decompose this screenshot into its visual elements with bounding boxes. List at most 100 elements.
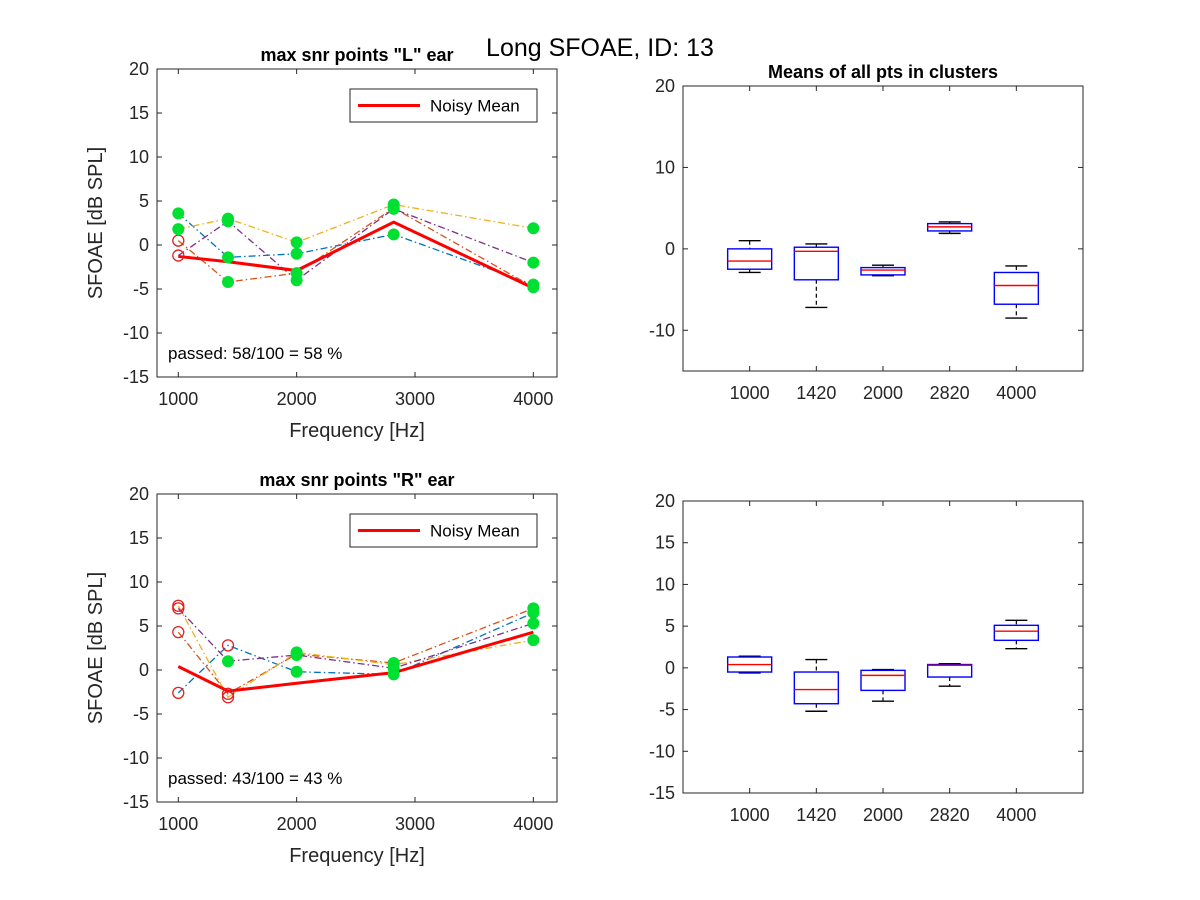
- failed-point: [172, 249, 185, 262]
- y-tick-label: -5: [659, 700, 675, 720]
- passed-point: [527, 617, 540, 630]
- passed-point: [222, 655, 235, 668]
- y-tick-label: -10: [649, 320, 675, 340]
- x-tick-label: 4000: [996, 383, 1036, 403]
- y-tick-label: 0: [139, 660, 149, 680]
- passed-point: [527, 222, 540, 235]
- passed-point: [527, 602, 540, 615]
- y-tick-label: 15: [655, 533, 675, 553]
- passed-point: [222, 275, 235, 288]
- box-body: [860, 669, 906, 692]
- y-tick-label: 10: [129, 147, 149, 167]
- failed-point: [172, 602, 185, 615]
- passed-point: [290, 649, 303, 662]
- failed-point: [172, 686, 185, 700]
- x-tick-label: 1000: [730, 805, 770, 825]
- passed-point: [290, 247, 303, 260]
- y-tick-label: 20: [655, 491, 675, 511]
- x-tick-label: 3000: [395, 814, 435, 834]
- series-line-1: [177, 612, 534, 694]
- x-tick-label: 2820: [930, 805, 970, 825]
- x-tick-label: 2820: [930, 383, 970, 403]
- box-2820: [926, 221, 973, 235]
- y-tick-label: 15: [129, 103, 149, 123]
- y-tick-label: 10: [129, 572, 149, 592]
- chart-panel-2: -10 0 10 20 1000 1420 2000 2820 4000 Means of all…: [649, 62, 1084, 403]
- y-tick-label: -5: [133, 279, 149, 299]
- chart-panel-4: -15 -10 -5 0 5 10 15 20 1000 1420 2000 2820 4000: [649, 491, 1084, 825]
- x-tick-label: 2000: [863, 805, 903, 825]
- x-axis-label: Frequency [Hz]: [289, 845, 425, 867]
- box-4000: [993, 619, 1040, 650]
- x-tick-label: 1420: [796, 805, 836, 825]
- failed-point: [172, 626, 185, 639]
- y-axis-label: SFOAE [dB SPL]: [85, 572, 107, 724]
- passed-point: [527, 256, 540, 269]
- series-line-3: [178, 203, 534, 244]
- y-tick-label: -15: [649, 783, 675, 803]
- y-tick-label: -15: [123, 792, 149, 812]
- passed-annotation: passed: 58/100 = 58 %: [168, 344, 342, 363]
- chart-title: max snr points "R" ear: [259, 470, 454, 490]
- box-1420: [793, 243, 840, 309]
- y-tick-label: -10: [649, 741, 675, 761]
- y-tick-label: 0: [139, 235, 149, 255]
- passed-point: [387, 202, 400, 215]
- y-tick-label: 20: [129, 59, 149, 79]
- box-1000: [726, 655, 773, 674]
- mean-series-line: [177, 630, 534, 693]
- passed-point: [222, 251, 235, 264]
- series-line-3: [177, 605, 534, 699]
- x-axis-label: Frequency [Hz]: [289, 420, 425, 442]
- failed-point: [221, 639, 235, 652]
- x-tick-label: 4000: [513, 814, 553, 834]
- box-body: [926, 663, 973, 678]
- y-tick-label: -10: [123, 748, 149, 768]
- y-tick-label: 20: [129, 484, 149, 504]
- legend-label: Noisy Mean: [430, 522, 520, 541]
- box-4000: [993, 265, 1040, 319]
- passed-point: [387, 228, 400, 241]
- box-2000: [860, 264, 906, 277]
- x-tick-label: 3000: [395, 389, 435, 409]
- box-body: [793, 671, 840, 705]
- passed-point: [172, 223, 185, 236]
- x-tick-label: 1420: [796, 383, 836, 403]
- y-tick-label: -15: [123, 367, 149, 387]
- failed-point: [221, 691, 235, 704]
- box-body: [793, 246, 840, 281]
- y-tick-label: 0: [665, 239, 675, 259]
- box-1000: [726, 240, 773, 274]
- x-tick-label: 4000: [513, 389, 553, 409]
- box-body: [993, 624, 1040, 642]
- passed-point: [290, 665, 303, 678]
- y-tick-label: -5: [133, 704, 149, 724]
- passed-point: [222, 215, 235, 228]
- x-tick-label: 2000: [277, 814, 317, 834]
- x-tick-label: 1000: [158, 389, 198, 409]
- y-tick-label: 0: [665, 658, 675, 678]
- x-tick-label: 2000: [863, 383, 903, 403]
- box-2820: [926, 662, 973, 687]
- x-tick-label: 4000: [996, 805, 1036, 825]
- y-tick-label: 5: [139, 191, 149, 211]
- y-axis-label: SFOAE [dB SPL]: [85, 147, 107, 299]
- box-body: [726, 248, 773, 270]
- x-tick-label: 2000: [277, 389, 317, 409]
- axes-box: [682, 500, 1084, 794]
- box-body: [860, 266, 906, 276]
- x-tick-label: 1000: [730, 383, 770, 403]
- chart-title: max snr points "L" ear: [260, 45, 453, 65]
- y-tick-label: -10: [123, 323, 149, 343]
- chart-panel-3: -15 -10 -5 0 5 10 15 20 1000 2000 3000 4000 max snr …: [85, 470, 558, 867]
- x-tick-label: 1000: [158, 814, 198, 834]
- passed-point: [527, 634, 540, 647]
- figure-suptitle: Long SFOAE, ID: 13: [486, 34, 714, 62]
- chart-title: Means of all pts in clusters: [768, 62, 998, 82]
- failed-point: [221, 687, 235, 700]
- box-body: [993, 271, 1040, 305]
- passed-annotation: passed: 43/100 = 43 %: [168, 769, 342, 788]
- legend-label: Noisy Mean: [430, 97, 520, 116]
- y-tick-label: 15: [129, 528, 149, 548]
